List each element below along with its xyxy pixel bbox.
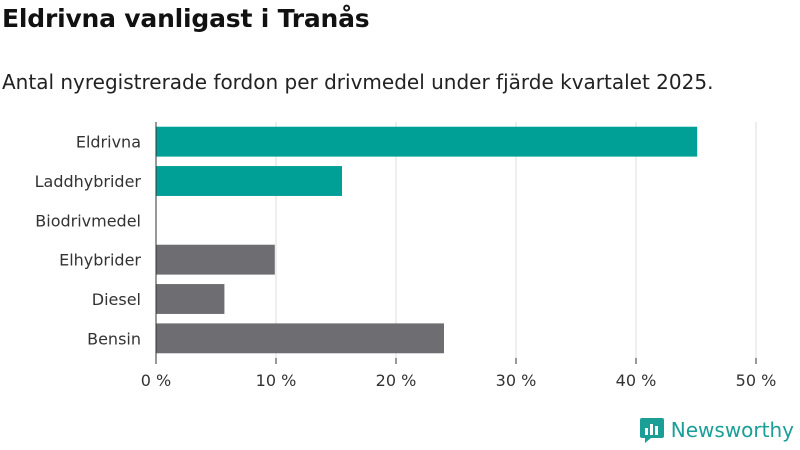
bar-elhybrider [156,244,275,275]
x-tick-label: 40 % [616,371,657,390]
chart-subtitle: Antal nyregistrerade fordon per drivmede… [2,70,714,94]
x-tick-label: 30 % [496,371,537,390]
x-axis: 0 % 10 % 20 % 30 % 40 % 50 % [141,122,777,390]
bar-bensin [156,323,444,354]
x-tick-label: 50 % [736,371,777,390]
category-label: Bensin [87,329,141,348]
x-tick-label: 10 % [256,371,297,390]
bars [156,126,698,354]
category-label: Biodrivmedel [35,211,141,230]
category-label: Eldrivna [76,133,141,152]
category-label: Laddhybrider [35,172,142,191]
brand-name: Newsworthy [670,418,794,442]
bar-eldrivna [156,126,698,157]
category-label: Elhybrider [59,251,141,270]
chart-title: Eldrivna vanligast i Tranås [2,4,370,33]
bar-laddhybrider [156,166,342,196]
newsworthy-logo-icon [639,418,664,443]
bar-diesel [156,284,225,314]
category-label: Diesel [92,290,141,309]
x-tick-label: 0 % [141,371,171,390]
gridlines [275,122,757,358]
x-tick-label: 20 % [376,371,417,390]
brand-logo: Newsworthy [639,416,794,444]
category-labels: Eldrivna Laddhybrider Biodrivmedel Elhybrid… [35,133,142,349]
